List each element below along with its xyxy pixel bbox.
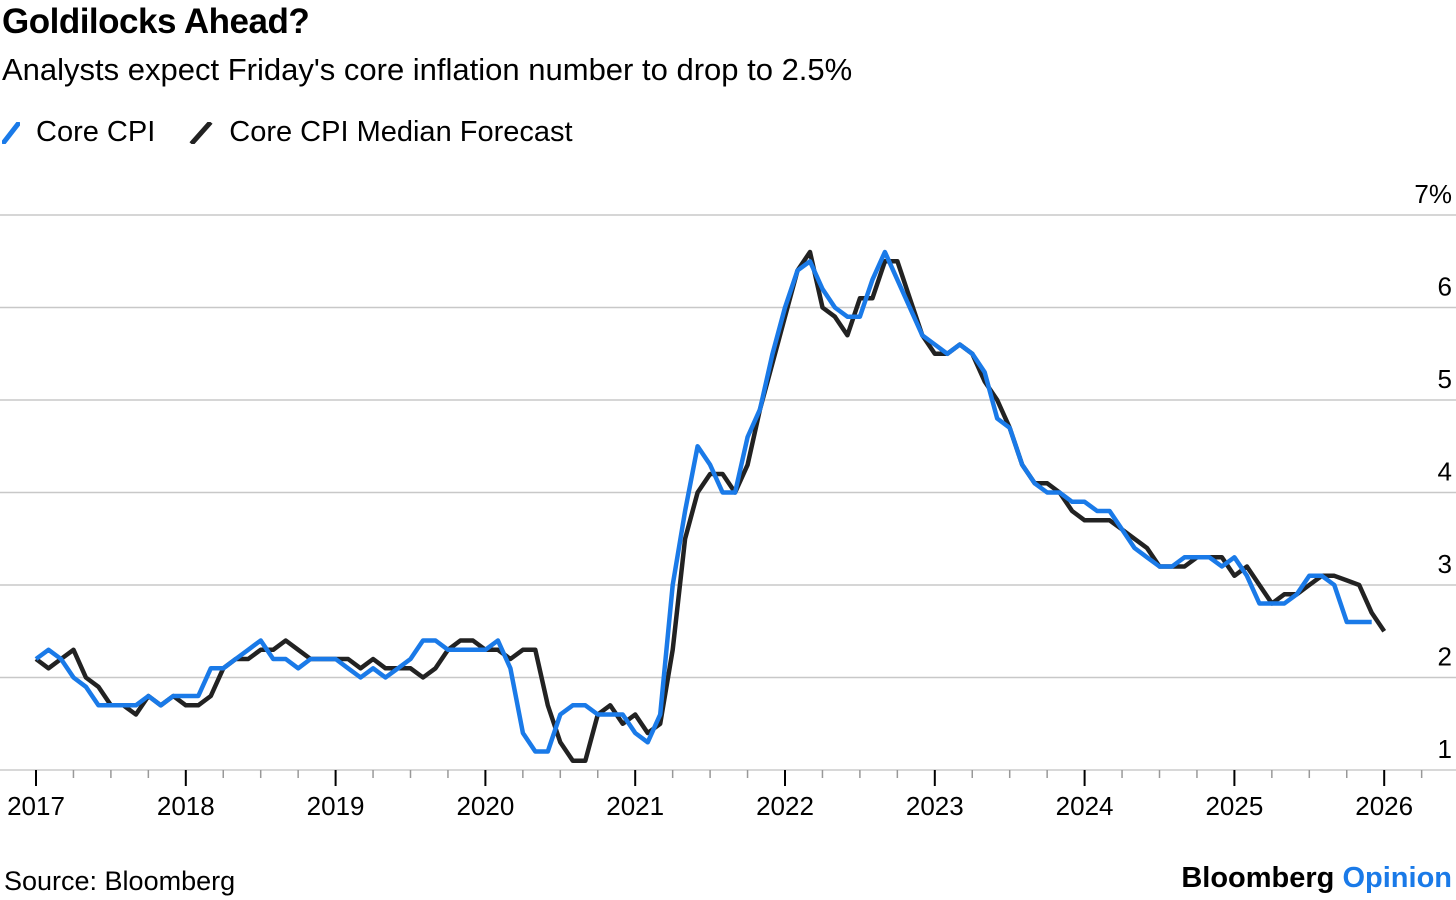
chart-legend: Core CPI Core CPI Median Forecast	[2, 116, 607, 149]
legend-item-median-forecast: Core CPI Median Forecast	[189, 116, 573, 149]
y-tick-label-5: 5	[1438, 364, 1452, 394]
y-tick-label-7: 7%	[1414, 179, 1452, 209]
x-tick-label-2024: 2024	[1056, 791, 1114, 821]
series-line-core-cpi	[34, 249, 1372, 754]
y-tick-label-4: 4	[1438, 457, 1452, 487]
legend-label-core-cpi: Core CPI	[36, 116, 156, 148]
y-tick-label-1: 1	[1438, 734, 1452, 764]
chart-subtitle: Analysts expect Friday's core inflation …	[2, 52, 853, 87]
x-tick-label-2023: 2023	[906, 791, 964, 821]
x-tick-label-2017: 2017	[7, 791, 65, 821]
x-tick-label-2022: 2022	[756, 791, 814, 821]
legend-swatch-core-cpi	[2, 121, 20, 144]
x-tick-label-2018: 2018	[157, 791, 215, 821]
chart-title: Goldilocks Ahead?	[2, 2, 310, 41]
legend-swatch-median-forecast	[189, 121, 213, 144]
source-note: Source: Bloomberg	[4, 866, 236, 896]
y-tick-label-3: 3	[1438, 549, 1452, 579]
x-tick-label-2021: 2021	[606, 791, 664, 821]
x-tick-label-2025: 2025	[1205, 791, 1263, 821]
x-tick-label-2019: 2019	[307, 791, 365, 821]
x-tick-label-2026: 2026	[1355, 791, 1413, 821]
brand-main: Bloomberg	[1181, 862, 1335, 894]
brand-logo: Bloomberg Opinion	[1181, 862, 1452, 895]
x-tick-label-2020: 2020	[456, 791, 514, 821]
legend-item-core-cpi: Core CPI	[2, 116, 155, 149]
y-tick-label-6: 6	[1438, 272, 1452, 302]
series-line-median-forecast	[34, 249, 1387, 764]
brand-accent: Opinion	[1342, 862, 1452, 894]
legend-label-median-forecast: Core CPI Median Forecast	[229, 116, 573, 148]
y-tick-label-2: 2	[1438, 642, 1452, 672]
